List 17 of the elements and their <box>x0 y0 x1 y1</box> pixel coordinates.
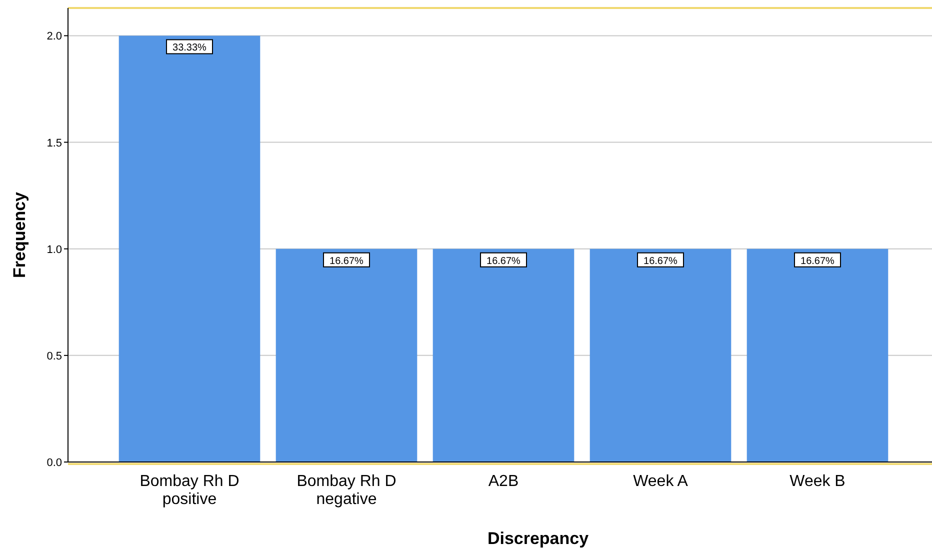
x-tick-label: Bombay Rh D negative <box>296 473 396 508</box>
x-axis-title: Discrepancy <box>487 529 590 548</box>
x-tick-label: Week A <box>633 473 688 490</box>
x-tick-label: Bombay Rh D positive <box>140 473 240 508</box>
y-tick-label: 1.0 <box>46 244 62 256</box>
y-tick-label: 1.5 <box>46 137 62 150</box>
y-axis-title: Frequency <box>10 191 29 278</box>
annotation: 16.67% <box>330 256 364 267</box>
annotation: 16.67% <box>486 256 521 267</box>
annotation: 16.67% <box>800 256 835 267</box>
x-tick-label: Week B <box>790 473 846 490</box>
y-tick-label: 2.0 <box>46 30 62 43</box>
annotation: 33.33% <box>172 42 207 54</box>
annotation: 16.67% <box>644 256 678 267</box>
y-tick-label: 0.0 <box>46 457 62 469</box>
x-tick-label: A2B <box>488 473 519 490</box>
y-tick-label: 0.5 <box>46 350 62 362</box>
